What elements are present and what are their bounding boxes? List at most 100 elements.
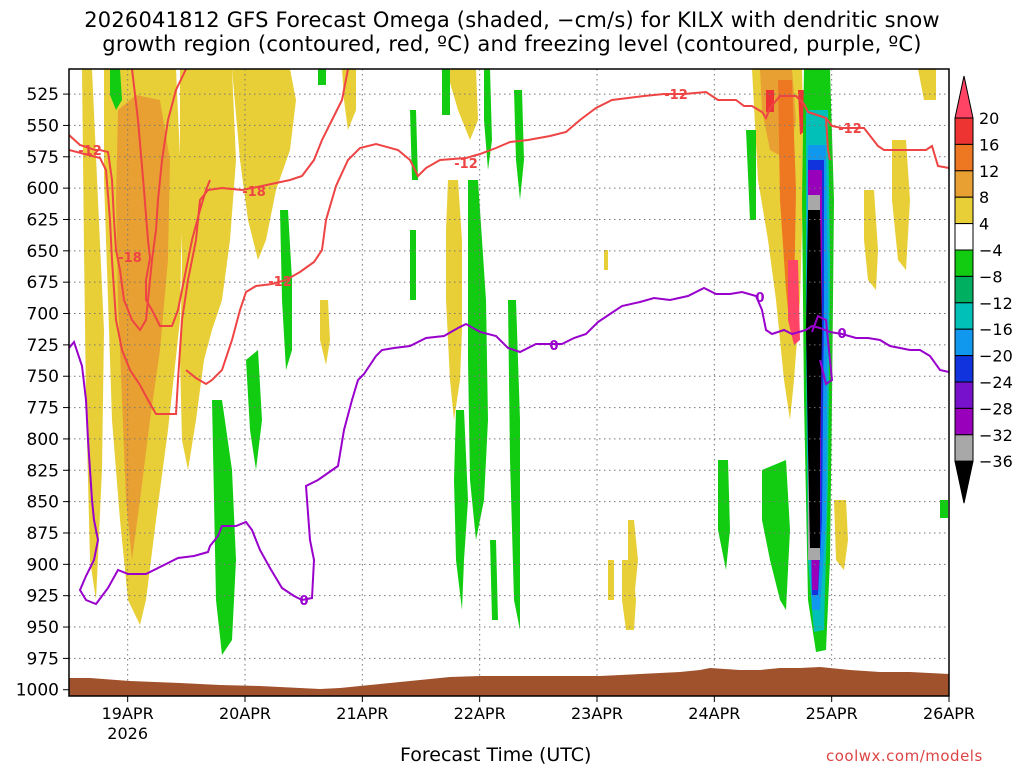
freezing-level-contour-label: 0 bbox=[755, 291, 764, 306]
colorbar-segment bbox=[954, 302, 974, 330]
colorbar-tick-label: 20 bbox=[979, 109, 999, 128]
freezing-level-contour-label: 0 bbox=[549, 339, 558, 354]
y-tick-label: 800 bbox=[27, 430, 59, 450]
colorbar-segment bbox=[954, 196, 974, 225]
chart-title-line2: growth region (contoured, red, ºC) and f… bbox=[102, 32, 922, 56]
dgz-contour-label: -12 bbox=[664, 88, 688, 103]
y-tick-label: 775 bbox=[27, 399, 59, 419]
contour-labels: -12 -18 -18 -12 -12 -12 -12 0 0 0 0 bbox=[78, 88, 862, 609]
dgz-minus18-contour-inner bbox=[131, 69, 211, 327]
dgz-minus12-contour-upper bbox=[69, 69, 187, 332]
y-tick-label: 900 bbox=[27, 555, 59, 575]
colorbar-tick-label: −20 bbox=[979, 347, 1013, 366]
omega-shade bbox=[622, 560, 636, 630]
colorbar-segment bbox=[954, 407, 974, 436]
omega-shade bbox=[454, 410, 468, 610]
colorbar-segment bbox=[954, 355, 974, 383]
colorbar-tick-label: 16 bbox=[979, 135, 999, 154]
colorbar-tick-label: −12 bbox=[979, 294, 1013, 313]
chart-title-line1: 2026041812 GFS Forecast Omega (shaded, −… bbox=[84, 8, 940, 32]
y-tick-label: 1000 bbox=[16, 681, 59, 701]
omega-shade bbox=[490, 540, 498, 620]
omega-shade bbox=[232, 69, 296, 260]
contours bbox=[69, 69, 949, 606]
y-tick-label: 925 bbox=[27, 587, 59, 607]
omega-shade bbox=[82, 69, 104, 600]
colorbar-segment bbox=[954, 117, 974, 145]
omega-shade bbox=[212, 400, 236, 655]
colorbar-segment bbox=[954, 143, 974, 172]
colorbar-tick-label: −24 bbox=[979, 373, 1013, 392]
y-tick-label: 975 bbox=[27, 649, 59, 669]
omega-shade bbox=[892, 140, 910, 270]
x-tick-label: 23APR bbox=[571, 704, 623, 723]
omega-shade bbox=[442, 69, 450, 115]
dgz-contour-label: -18 bbox=[242, 185, 266, 200]
x-year-label: 2026 bbox=[107, 724, 148, 743]
y-tick-label: 575 bbox=[27, 148, 59, 168]
colorbar-tick-label: −16 bbox=[979, 320, 1013, 339]
colorbar-bottom-arrow bbox=[954, 460, 974, 504]
omega-shade bbox=[834, 500, 848, 570]
omega-shade bbox=[718, 460, 730, 570]
y-tick-label: 550 bbox=[27, 116, 59, 136]
omega-shade bbox=[514, 90, 524, 200]
colorbar-tick-label: −8 bbox=[979, 267, 1003, 286]
colorbar-tick-label: 4 bbox=[979, 215, 989, 234]
omega-shade bbox=[762, 460, 790, 610]
x-tick-label: 19APR bbox=[102, 704, 154, 723]
colorbar-segment bbox=[954, 328, 974, 357]
y-tick-label: 700 bbox=[27, 305, 59, 325]
dgz-contour-label: -12 bbox=[838, 122, 862, 137]
omega-shade bbox=[508, 300, 520, 630]
dgz-contour-label: -12 bbox=[268, 275, 292, 290]
colorbar-tick-label: 12 bbox=[979, 162, 999, 181]
colorbar-tick-label: −32 bbox=[979, 426, 1013, 445]
colorbar-tick-label: 8 bbox=[979, 188, 989, 207]
y-tick-label: 825 bbox=[27, 461, 59, 481]
y-tick-label: 675 bbox=[27, 273, 59, 293]
plot-frame bbox=[68, 68, 950, 697]
omega-shade bbox=[342, 69, 356, 130]
omega-shade bbox=[280, 210, 292, 370]
x-axis-title: Forecast Time (UTC) bbox=[400, 744, 592, 766]
omega-shade bbox=[468, 180, 488, 540]
omega-shade bbox=[320, 300, 330, 365]
omega-shade bbox=[110, 69, 122, 110]
colorbar-segment bbox=[954, 249, 974, 277]
x-axis: 19APR 20APR 21APR 22APR 23APR 24APR 25APR 26APR… bbox=[102, 696, 975, 743]
y-tick-label: 750 bbox=[27, 367, 59, 387]
y-tick-label: 525 bbox=[27, 85, 59, 105]
freezing-level-contour bbox=[69, 286, 949, 606]
colorbar-segment bbox=[954, 223, 974, 251]
y-tick-label: 875 bbox=[27, 524, 59, 544]
x-tick-label: 20APR bbox=[219, 704, 271, 723]
colorbar: 20 16 12 8 4 −4 −8 −12 −16 −20 −24 −28 −32 −36 bbox=[954, 75, 1013, 504]
colorbar-segment bbox=[954, 275, 974, 304]
dgz-contour-label: -18 bbox=[118, 251, 142, 266]
omega-shade bbox=[604, 250, 608, 270]
omega-shade bbox=[318, 69, 326, 85]
omega-shading bbox=[82, 69, 948, 655]
x-tick-label: 21APR bbox=[336, 704, 388, 723]
y-tick-label: 850 bbox=[27, 493, 59, 513]
y-tick-label: 650 bbox=[27, 242, 59, 262]
omega-shade bbox=[608, 560, 614, 600]
dgz-minus18-contour bbox=[69, 69, 349, 415]
dgz-contour-label: -12 bbox=[78, 144, 102, 159]
y-tick-label: 600 bbox=[27, 179, 59, 199]
omega-shade bbox=[806, 210, 822, 548]
omega-shade bbox=[410, 230, 416, 300]
omega-shade bbox=[446, 69, 478, 140]
omega-shade bbox=[788, 260, 800, 345]
omega-shade bbox=[940, 500, 948, 518]
omega-shade bbox=[484, 69, 492, 170]
x-tick-label: 25APR bbox=[806, 704, 858, 723]
colorbar-tick-label: −28 bbox=[979, 399, 1013, 418]
y-tick-label: 950 bbox=[27, 618, 59, 638]
dgz-contour-label: -12 bbox=[454, 157, 478, 172]
credit-text: coolwx.com/models bbox=[826, 747, 983, 765]
omega-shade bbox=[918, 69, 936, 100]
colorbar-segment bbox=[954, 170, 974, 198]
